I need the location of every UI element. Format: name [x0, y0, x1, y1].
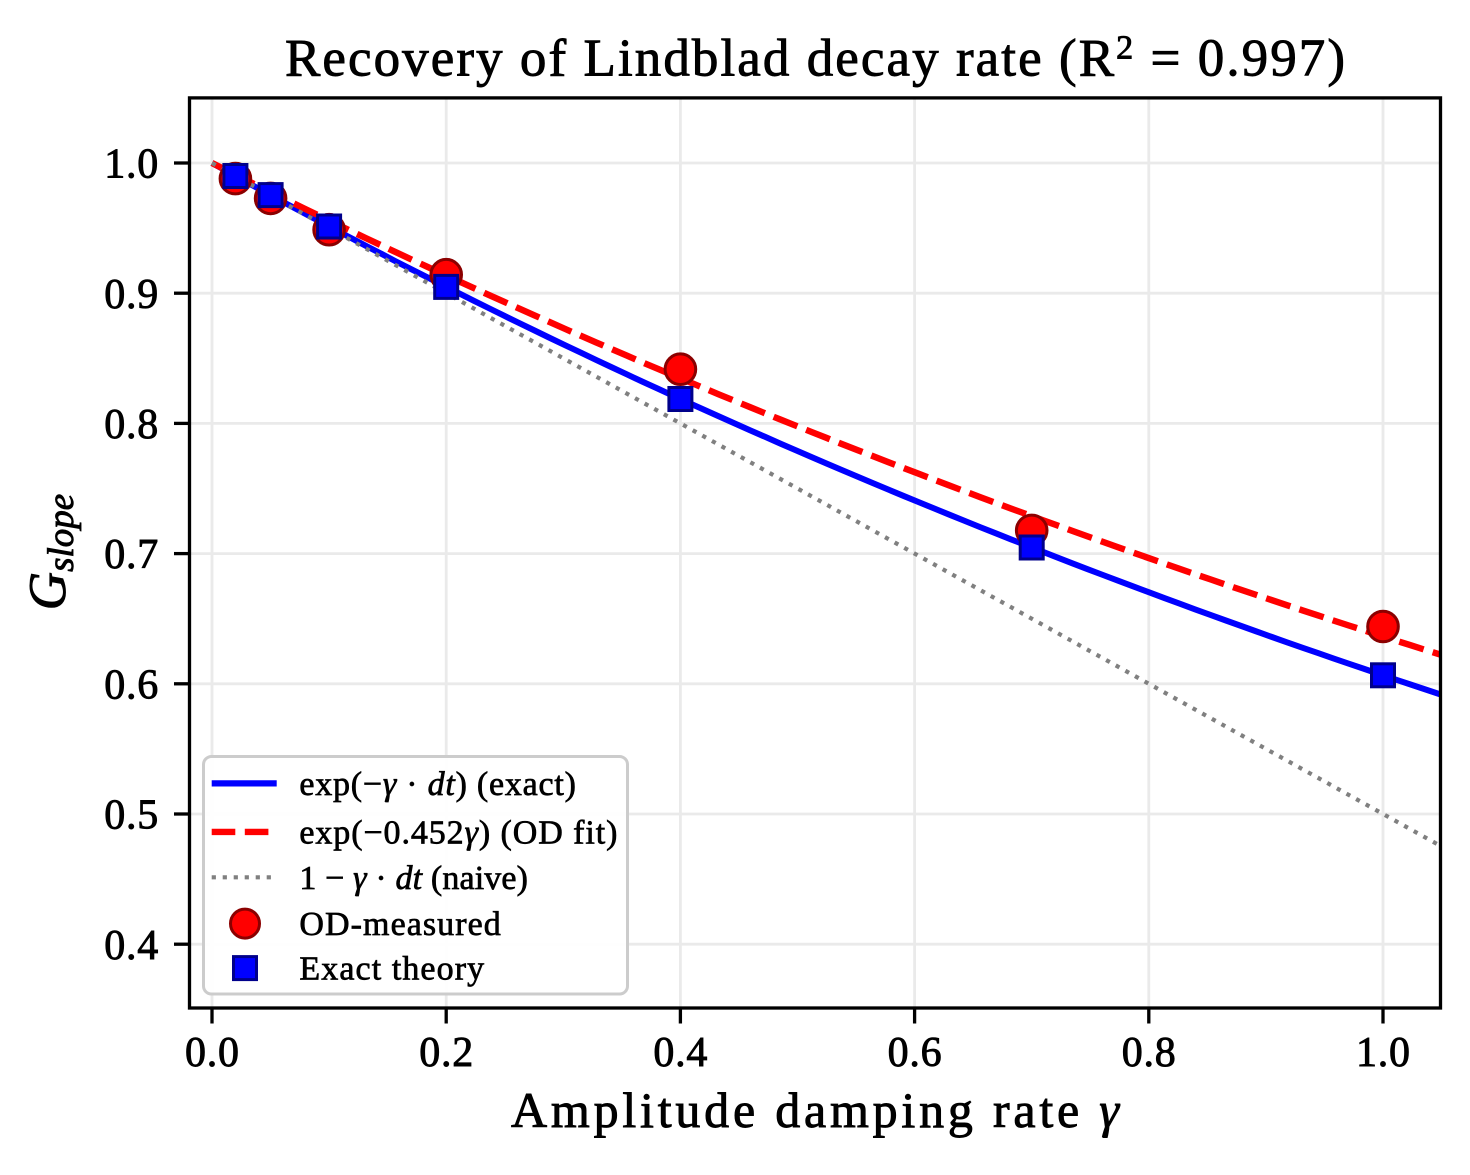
svg-text:0.7: 0.7 — [104, 532, 158, 578]
svg-text:Recovery of Lindblad decay rat: Recovery of Lindblad decay rate (R2 = 0.… — [285, 30, 1345, 88]
svg-text:exp(−0.452γ) (OD fit): exp(−0.452γ) (OD fit) — [299, 814, 617, 851]
svg-text:0.8: 0.8 — [1122, 1030, 1176, 1076]
svg-text:0.6: 0.6 — [104, 662, 158, 708]
svg-text:1.0: 1.0 — [1356, 1030, 1410, 1076]
svg-text:0.4: 0.4 — [653, 1030, 707, 1076]
svg-text:OD-measured: OD-measured — [299, 906, 500, 943]
svg-text:1 − γ · dt (naive): 1 − γ · dt (naive) — [299, 860, 528, 897]
svg-text:0.0: 0.0 — [185, 1030, 239, 1076]
svg-text:exp(−γ · dt) (exact): exp(−γ · dt) (exact) — [299, 766, 576, 803]
svg-text:0.2: 0.2 — [419, 1030, 473, 1076]
svg-text:0.9: 0.9 — [104, 272, 158, 318]
svg-text:Amplitude damping rate γ: Amplitude damping rate γ — [511, 1082, 1120, 1138]
svg-text:0.8: 0.8 — [104, 402, 158, 448]
svg-text:0.5: 0.5 — [104, 793, 158, 839]
svg-text:0.6: 0.6 — [888, 1030, 942, 1076]
svg-text:1.0: 1.0 — [104, 142, 158, 188]
svg-text:0.4: 0.4 — [104, 923, 158, 969]
svg-text:Exact theory: Exact theory — [299, 951, 484, 988]
